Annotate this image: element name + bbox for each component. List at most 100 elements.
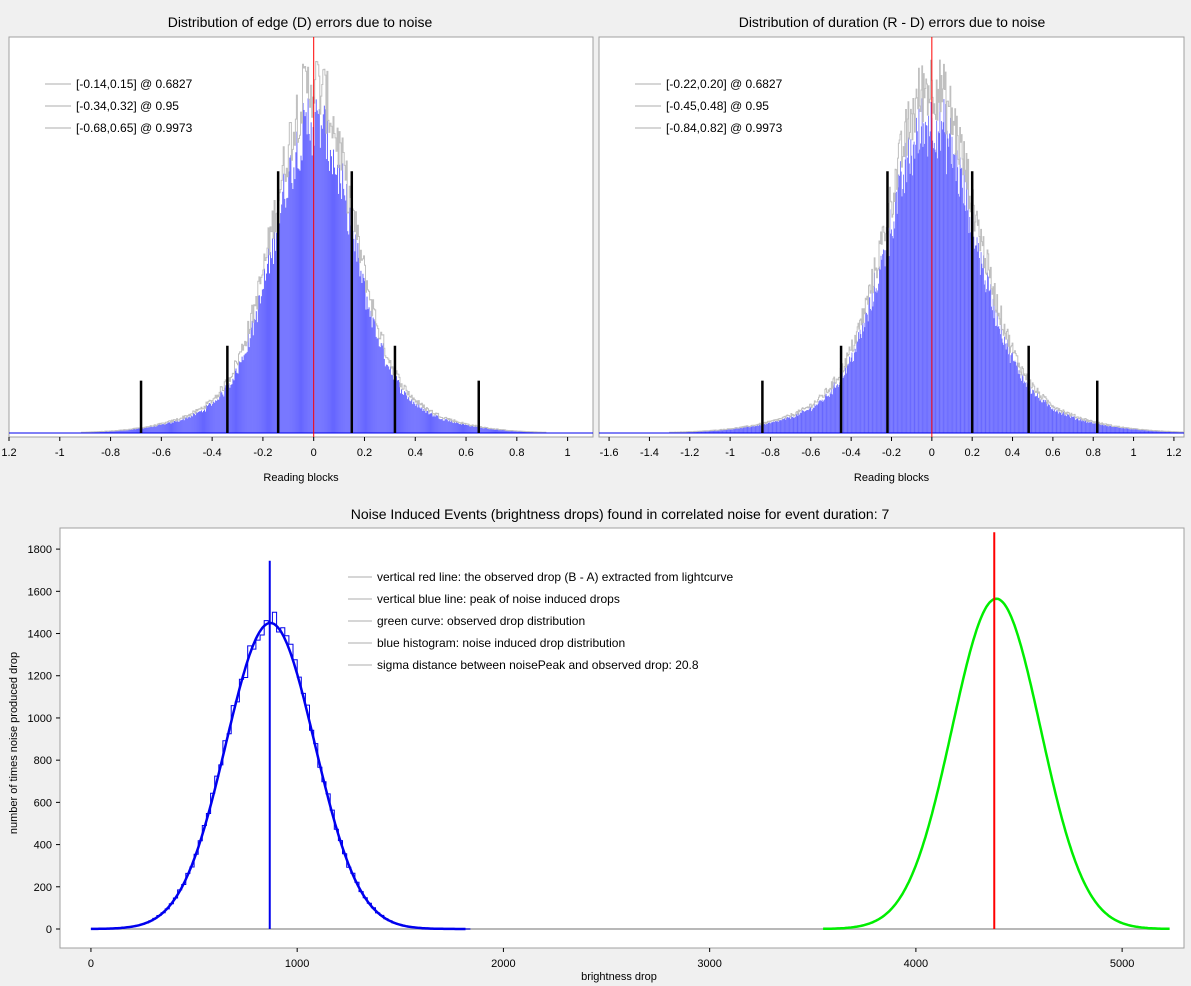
histogram-bar: [503, 430, 505, 433]
histogram-bar: [1078, 420, 1080, 433]
histogram-bar: [101, 431, 103, 433]
histogram-bar: [1042, 399, 1044, 433]
histogram-bar: [96, 431, 98, 433]
histogram-bar: [964, 205, 966, 433]
histogram-bar: [1021, 374, 1023, 433]
histogram-bar: [790, 418, 792, 433]
histogram-bar: [291, 183, 293, 433]
histogram-bar: [1061, 414, 1063, 433]
histogram-bar: [970, 232, 971, 433]
histogram-bar: [889, 209, 891, 433]
histogram-bar: [321, 128, 323, 434]
histogram-bar: [146, 427, 148, 433]
x-tick-label: 0: [88, 958, 94, 970]
histogram-bar: [720, 429, 722, 433]
histogram-bar: [1085, 420, 1087, 433]
histogram-bar: [232, 378, 234, 433]
histogram-bar: [132, 429, 134, 433]
histogram-bar: [754, 426, 756, 433]
histogram-bar: [745, 427, 746, 433]
histogram-bar: [530, 431, 532, 433]
histogram-bar: [945, 174, 947, 433]
histogram-bar: [880, 255, 882, 433]
histogram-bar: [727, 429, 729, 433]
y-tick-label: 1200: [28, 671, 52, 683]
histogram-bar: [354, 251, 356, 433]
histogram-bar: [936, 120, 938, 434]
x-tick-label: 0: [311, 447, 317, 459]
legend-entry: [-0.84,0.82] @ 0.9973: [666, 121, 783, 135]
histogram-bar: [1101, 423, 1103, 433]
x-tick-label: 1: [565, 447, 571, 459]
histogram-bar: [862, 322, 863, 433]
histogram-bar: [426, 410, 428, 433]
histogram-bar: [927, 156, 929, 434]
histogram-bar: [225, 385, 227, 433]
histogram-bar: [930, 102, 932, 433]
histogram-bar: [137, 428, 140, 433]
histogram-bar: [1118, 427, 1120, 433]
histogram-bar: [298, 169, 300, 433]
histogram-bar: [976, 237, 978, 433]
histogram-bar: [383, 358, 385, 433]
histogram-bar: [402, 394, 404, 433]
histogram-bar: [435, 415, 437, 433]
histogram-bar: [1108, 426, 1109, 433]
histogram-bar: [816, 405, 818, 433]
histogram-bar: [692, 431, 694, 433]
histogram-bar: [1175, 431, 1177, 433]
chart-title: Distribution of edge (D) errors due to n…: [168, 14, 433, 30]
histogram-bar: [208, 404, 210, 433]
histogram-bar: [175, 421, 177, 433]
histogram-bar: [1140, 430, 1142, 433]
histogram-bar: [228, 383, 230, 433]
histogram-bar: [714, 430, 716, 433]
histogram-bar: [873, 301, 875, 433]
histogram-bar: [1005, 349, 1007, 433]
histogram-bar: [135, 428, 137, 433]
histogram-bar: [1017, 373, 1019, 433]
histogram-bar: [1069, 416, 1071, 433]
histogram-bar: [836, 385, 838, 433]
histogram-bar: [501, 429, 503, 433]
histogram-bar: [157, 425, 159, 433]
histogram-bar: [1010, 355, 1012, 433]
histogram-bar: [432, 416, 434, 433]
histogram-bar: [486, 428, 488, 433]
histogram-bar: [206, 404, 208, 433]
histogram-bar: [374, 321, 376, 433]
histogram-bar: [1006, 343, 1008, 433]
histogram-bar: [230, 384, 232, 433]
histogram-bar: [420, 408, 422, 433]
histogram-bar: [470, 426, 472, 433]
histogram-bar: [186, 418, 188, 433]
histogram-bar: [950, 163, 952, 433]
histogram-bar: [375, 336, 377, 433]
histogram-bar: [416, 403, 418, 433]
histogram-bar: [825, 393, 827, 433]
histogram-bar: [1044, 402, 1046, 433]
histogram-bar: [833, 385, 834, 433]
histogram-bar: [855, 351, 857, 433]
histogram-bar: [774, 421, 775, 433]
histogram-bar: [1171, 431, 1172, 433]
x-tick-label: -1: [55, 447, 65, 459]
histogram-bar: [871, 284, 873, 433]
histogram-bar: [892, 238, 894, 433]
histogram-bar: [1119, 427, 1121, 433]
histogram-bar: [906, 182, 908, 433]
histogram-bar: [373, 319, 375, 433]
histogram-bar: [830, 394, 832, 433]
histogram-bar: [724, 429, 726, 433]
histogram-bar: [307, 98, 309, 434]
histogram-bar: [110, 431, 112, 433]
histogram-bar: [211, 405, 213, 433]
histogram-bar: [808, 409, 810, 433]
histogram-bar: [129, 429, 131, 433]
histogram-bar: [687, 431, 689, 433]
histogram-bar: [221, 392, 223, 433]
histogram-bar: [191, 416, 193, 433]
histogram-bar: [342, 163, 344, 434]
histogram-bar: [275, 250, 277, 433]
histogram-bar: [406, 395, 408, 433]
